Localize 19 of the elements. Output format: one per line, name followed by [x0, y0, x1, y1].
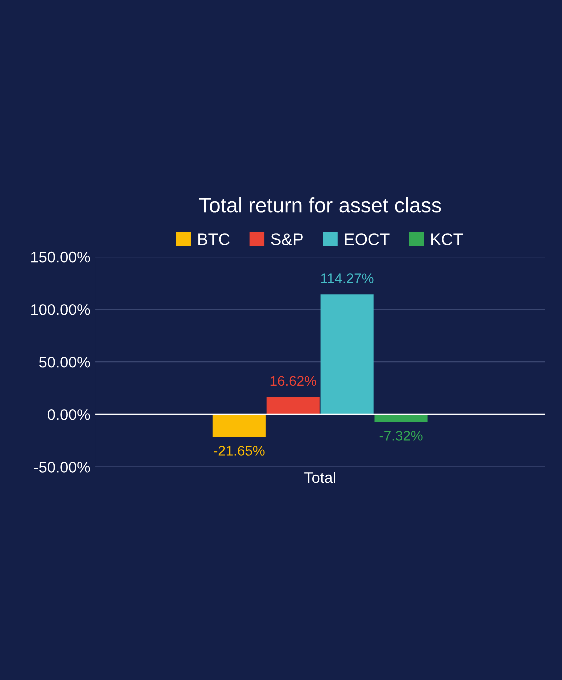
- legend-label: EOCT: [345, 234, 390, 246]
- chart-title: Total return for asset class: [199, 198, 442, 213]
- y-tick-label: 50.00%: [39, 356, 90, 368]
- data-label: 114.27%: [321, 274, 374, 284]
- bar: [212, 414, 266, 438]
- x-tick-label: Total: [304, 472, 336, 484]
- bar: [266, 397, 320, 415]
- legend-label: KCT: [432, 234, 464, 246]
- legend-label: S&P: [271, 234, 303, 246]
- data-label: -7.32%: [380, 431, 423, 441]
- y-tick-label: 150.00%: [32, 252, 90, 263]
- data-label: 16.62%: [270, 376, 316, 386]
- bar: [374, 414, 428, 422]
- y-tick-label: 100.00%: [32, 304, 90, 316]
- bar: [320, 294, 374, 415]
- y-tick-label: 0.00%: [48, 410, 90, 420]
- data-label: -21.65%: [214, 446, 265, 456]
- legend-label: BTC: [198, 234, 230, 246]
- y-tick-label: -50.00%: [34, 462, 90, 473]
